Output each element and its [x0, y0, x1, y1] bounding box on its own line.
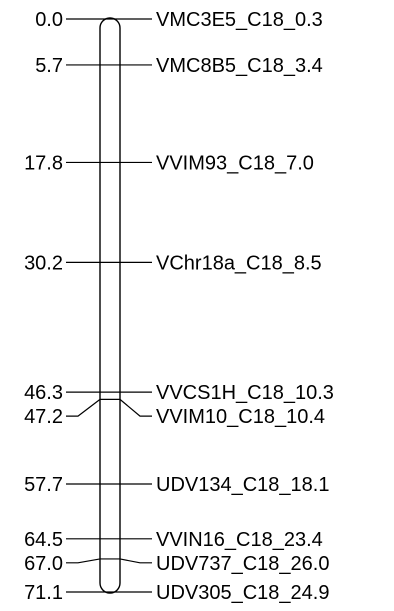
marker-label: VMC8B5_C18_3.4 — [156, 55, 323, 77]
marker-label: UDV134_C18_18.1 — [156, 474, 329, 496]
loci-group: 0.0 VMC3E5_C18_0.3 5.7 VMC8B5_C18_3.4 17.8 VV… — [24, 9, 334, 604]
marker-label: VVIN16_C18_23.4 — [156, 529, 323, 551]
marker-label: VVIM93_C18_7.0 — [156, 152, 314, 174]
position-connector — [66, 398, 101, 417]
marker-label: VChr18a_C18_8.5 — [156, 252, 322, 274]
marker-label: VMC3E5_C18_0.3 — [156, 9, 323, 31]
position-label: 0.0 — [35, 9, 63, 31]
marker-label: VVIM10_C18_10.4 — [156, 406, 325, 428]
position-label: 30.2 — [24, 252, 63, 274]
position-label: 71.1 — [24, 582, 63, 604]
position-label: 67.0 — [24, 553, 63, 575]
position-label: 46.3 — [24, 382, 63, 404]
marker-connector — [119, 398, 152, 417]
marker-label: UDV737_C18_26.0 — [156, 553, 329, 575]
position-label: 64.5 — [24, 529, 63, 551]
position-label: 17.8 — [24, 152, 63, 174]
position-label: 47.2 — [24, 406, 63, 428]
position-label: 5.7 — [35, 55, 63, 77]
chromosome-bar — [99, 17, 121, 594]
marker-label: VVCS1H_C18_10.3 — [156, 382, 334, 404]
marker-connector — [119, 558, 152, 564]
marker-label: UDV305_C18_24.9 — [156, 582, 329, 604]
position-connector — [66, 558, 101, 564]
position-label: 57.7 — [24, 474, 63, 496]
